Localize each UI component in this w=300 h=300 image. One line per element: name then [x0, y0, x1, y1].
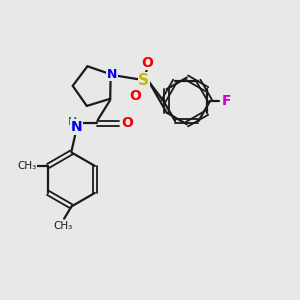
Text: CH₃: CH₃: [53, 220, 73, 231]
Text: F: F: [221, 94, 231, 108]
Text: O: O: [142, 56, 153, 70]
Text: N: N: [71, 120, 82, 134]
Text: O: O: [129, 89, 141, 103]
Text: H: H: [68, 117, 77, 127]
Text: S: S: [138, 73, 149, 88]
Text: N: N: [107, 68, 117, 81]
Text: O: O: [122, 116, 133, 130]
Text: CH₃: CH₃: [18, 161, 37, 171]
